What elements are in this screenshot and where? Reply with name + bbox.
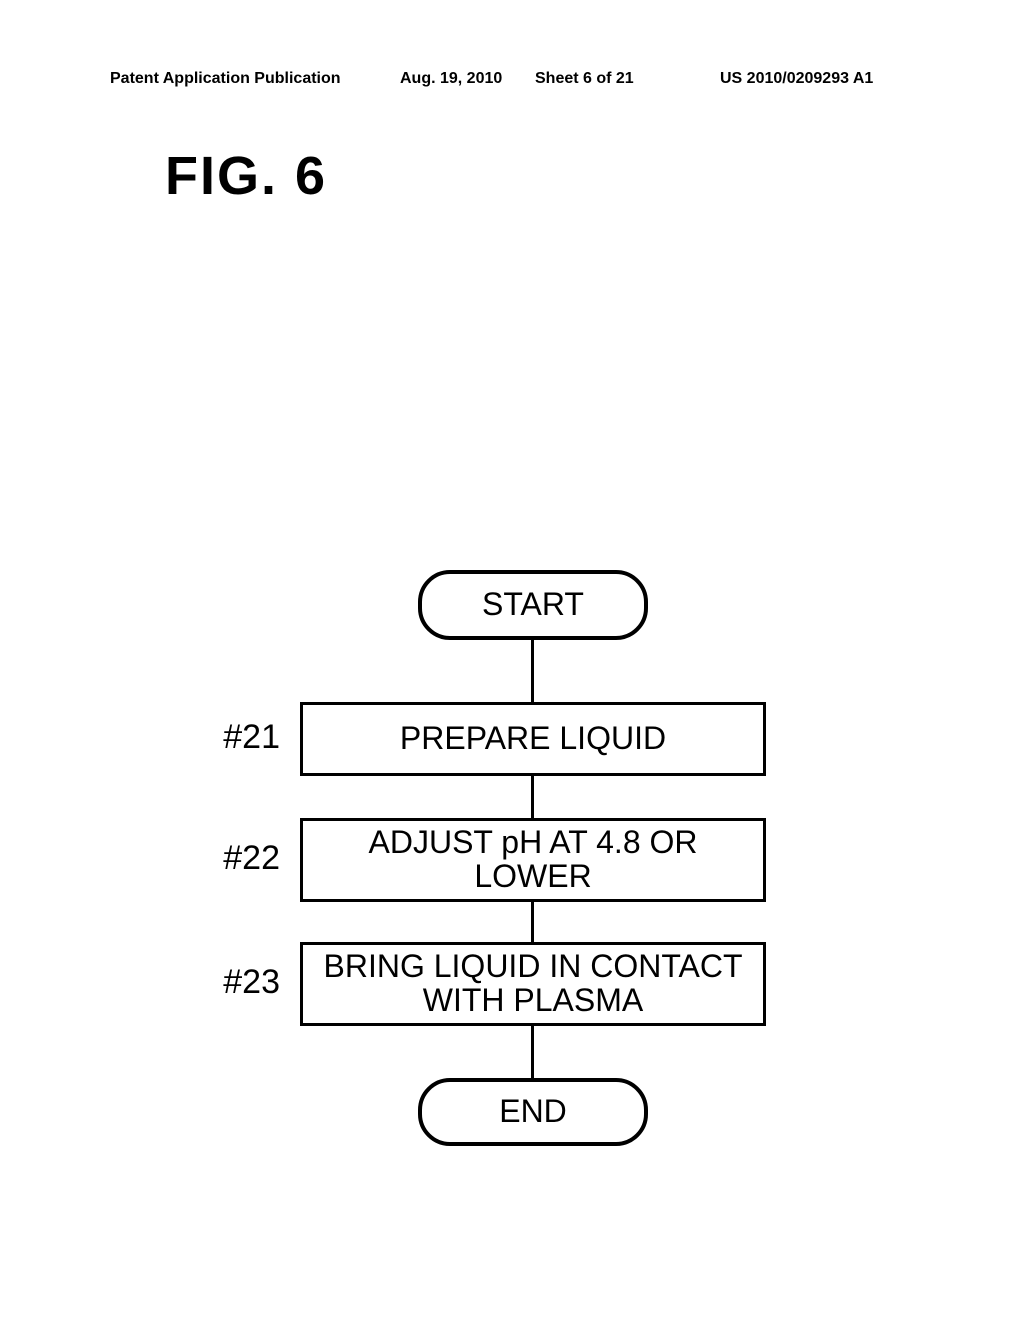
flow-node-label: END bbox=[499, 1095, 567, 1129]
figure-label: FIG. 6 bbox=[165, 145, 327, 207]
flow-connector bbox=[531, 902, 534, 942]
flow-connector bbox=[531, 776, 534, 818]
flow-connector bbox=[531, 1026, 534, 1078]
flow-step-number: #22 bbox=[180, 839, 280, 878]
flow-node-s21: PREPARE LIQUID bbox=[300, 702, 766, 776]
header-publication-number: US 2010/0209293 A1 bbox=[720, 70, 873, 88]
flow-node-start: START bbox=[418, 570, 648, 640]
flow-node-s23: BRING LIQUID IN CONTACT WITH PLASMA bbox=[300, 942, 766, 1026]
page-root: Patent Application Publication Aug. 19, … bbox=[0, 0, 1024, 1320]
flow-node-label: ADJUST pH AT 4.8 OR LOWER bbox=[369, 826, 698, 893]
flow-node-label: START bbox=[482, 588, 584, 622]
header-date: Aug. 19, 2010 bbox=[400, 70, 502, 88]
flow-connector bbox=[531, 640, 534, 702]
flow-node-end: END bbox=[418, 1078, 648, 1146]
flow-node-label: BRING LIQUID IN CONTACT WITH PLASMA bbox=[324, 950, 743, 1017]
flow-node-label: PREPARE LIQUID bbox=[400, 722, 666, 756]
flow-node-s22: ADJUST pH AT 4.8 OR LOWER bbox=[300, 818, 766, 902]
header-publication-type: Patent Application Publication bbox=[110, 70, 341, 88]
flow-step-number: #23 bbox=[180, 963, 280, 1002]
flow-step-number: #21 bbox=[180, 718, 280, 757]
header-sheet: Sheet 6 of 21 bbox=[535, 70, 634, 88]
